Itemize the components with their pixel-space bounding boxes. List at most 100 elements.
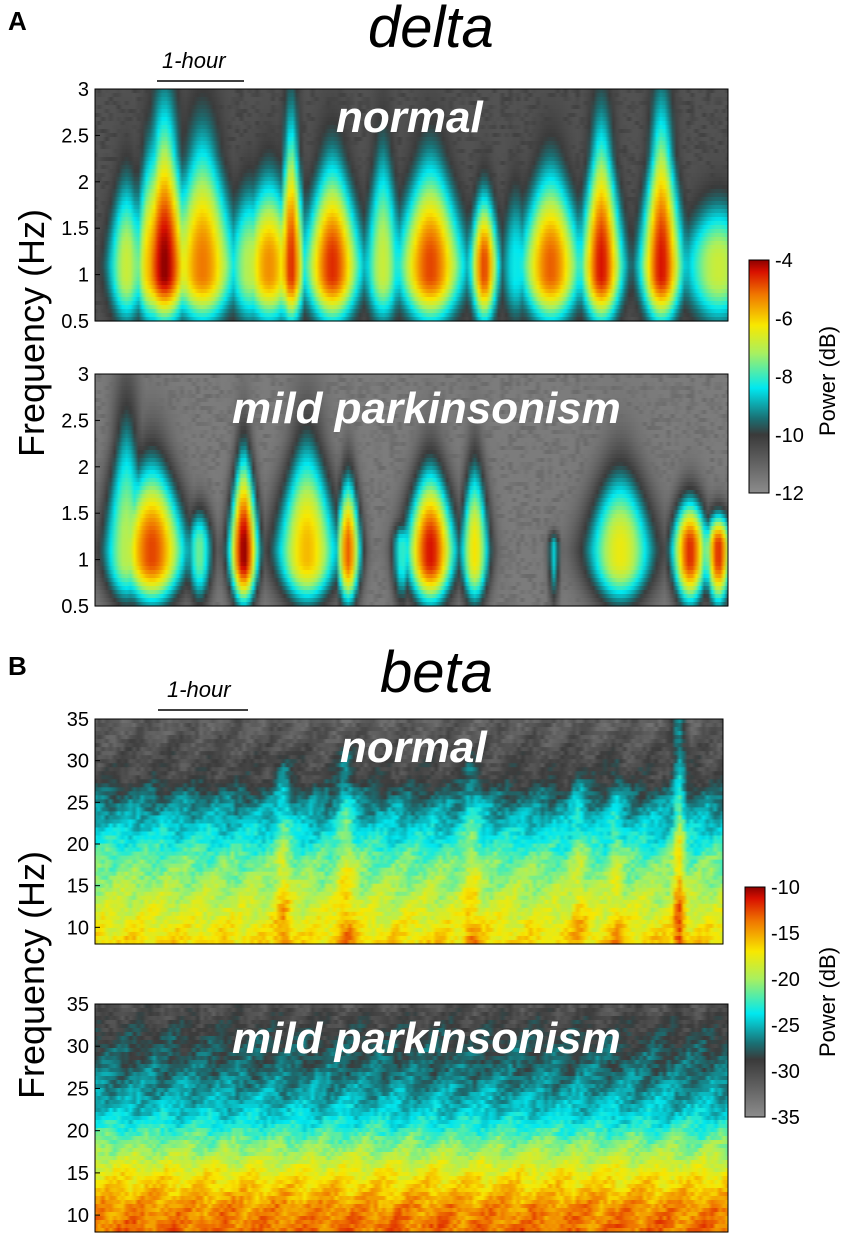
delta-normal-row (95, 285, 728, 290)
panel-b-colorbar-tick-label: -35 (771, 1107, 800, 1129)
beta-normal-row (95, 915, 723, 921)
beta-normal-row (95, 827, 723, 833)
delta-parkinsonism-row (95, 566, 728, 571)
beta-normal-row (95, 903, 723, 909)
panel-b-normal-yaxis: 10 15 20 25 30 35 (67, 709, 100, 939)
panel-b-parkinsonism-y-tick-label: 10 (67, 1205, 89, 1227)
beta-normal-row (95, 871, 723, 877)
delta-normal-row (95, 125, 728, 130)
delta-normal-row (95, 253, 728, 258)
beta-normal-row (95, 731, 723, 736)
delta-normal-row (95, 153, 728, 158)
beta-parkinsonism-row (95, 1032, 728, 1037)
beta-normal-row (95, 831, 723, 837)
panel-a-parkinsonism-y-tick-label: 0.5 (61, 596, 89, 618)
delta-parkinsonism-row (95, 462, 728, 467)
delta-parkinsonism-row (95, 442, 728, 447)
beta-normal-row (95, 931, 723, 937)
panel-a-parkinsonism-y-tick-label: 2.5 (61, 410, 89, 432)
delta-normal-row (95, 177, 728, 182)
beta-parkinsonism-row (95, 1040, 728, 1045)
beta-parkinsonism-row (95, 1080, 728, 1085)
panel-b-colorbar-label: Power (dB) (815, 947, 840, 1057)
beta-normal-row (95, 927, 723, 933)
beta-normal-row (95, 735, 723, 740)
beta-normal-row (95, 747, 723, 752)
beta-normal-row (95, 795, 723, 800)
delta-parkinsonism-row (95, 518, 728, 523)
delta-parkinsonism-row (95, 382, 728, 387)
beta-parkinsonism-row (95, 1076, 728, 1081)
beta-normal-row (95, 767, 723, 772)
panel-a-ylabel: Frequency (Hz) (11, 209, 52, 457)
delta-parkinsonism-row (95, 522, 728, 527)
panel-b-colorbar (744, 886, 766, 1118)
panel-b-title: beta (380, 640, 493, 705)
panel-b-normal-y-tick-label: 30 (67, 751, 89, 773)
delta-normal-row (95, 281, 728, 286)
beta-parkinsonism-row (95, 1092, 728, 1097)
panel-b-parkinsonism-y-tick-label: 35 (67, 994, 89, 1016)
delta-parkinsonism-row (95, 398, 728, 403)
delta-normal-row (95, 97, 728, 102)
beta-parkinsonism-row (95, 1108, 728, 1113)
beta-normal-row (95, 855, 723, 861)
delta-normal-row (95, 221, 728, 226)
delta-normal-row (95, 141, 728, 146)
panel-a-colorbar-tick-label: -10 (775, 425, 804, 447)
delta-normal-row (95, 301, 728, 306)
delta-parkinsonism-row (95, 482, 728, 487)
delta-parkinsonism-row (95, 494, 728, 499)
delta-parkinsonism-row (95, 414, 728, 419)
delta-parkinsonism-row (95, 426, 728, 431)
beta-parkinsonism-row (95, 1100, 728, 1105)
beta-parkinsonism-row (95, 1168, 728, 1173)
delta-parkinsonism-row (95, 450, 728, 455)
delta-normal-row (95, 257, 728, 262)
delta-normal-row (95, 213, 728, 218)
beta-normal-row (95, 851, 723, 857)
beta-parkinsonism-row (95, 1084, 728, 1089)
beta-normal-row (95, 935, 723, 941)
beta-parkinsonism-row (95, 1216, 728, 1221)
beta-parkinsonism-row (95, 1096, 728, 1101)
beta-parkinsonism-row (95, 1116, 728, 1121)
delta-parkinsonism-row (95, 558, 728, 563)
delta-parkinsonism-row (95, 538, 728, 543)
delta-parkinsonism-row (95, 430, 728, 435)
panel-a-colorbar-tick-label: -12 (775, 483, 804, 505)
panel-b-colorbar-tick-label: -30 (771, 1061, 800, 1083)
panel-a-colorbar-label: Power (dB) (815, 326, 840, 436)
delta-parkinsonism-row (95, 590, 728, 595)
delta-normal-row (95, 205, 728, 210)
beta-normal-row (95, 859, 723, 865)
delta-parkinsonism-row (95, 386, 728, 391)
delta-parkinsonism-row (95, 510, 728, 515)
delta-normal-row (95, 117, 728, 122)
beta-normal-row (95, 835, 723, 841)
delta-parkinsonism-row (95, 570, 728, 575)
beta-normal-row (95, 839, 723, 845)
panel-a-colorbar-tick-label: -8 (775, 367, 793, 389)
beta-parkinsonism-row (95, 1136, 728, 1141)
delta-parkinsonism-row (95, 574, 728, 579)
delta-normal-row (95, 133, 728, 138)
beta-parkinsonism-row (95, 1128, 728, 1133)
panel-b-colorbar-ticks: -35 -30 -25 -20 -15 -10 (771, 877, 800, 1129)
panel-b-normal-label: normal (340, 723, 487, 772)
beta-parkinsonism-row (95, 1064, 728, 1069)
beta-normal-row (95, 875, 723, 881)
panel-a-title: delta (368, 0, 494, 60)
delta-normal-row (95, 261, 728, 266)
delta-parkinsonism-row (95, 406, 728, 411)
beta-normal-row (95, 775, 723, 780)
delta-parkinsonism-row (95, 374, 728, 379)
delta-parkinsonism-row (95, 474, 728, 479)
panel-a-normal-y-tick-label: 1 (78, 265, 89, 287)
beta-parkinsonism-row (95, 1024, 728, 1029)
beta-normal-row (95, 823, 723, 829)
panel-b-colorbar-tick-label: -25 (771, 1015, 800, 1037)
panel-a-normal-y-tick-label: 2 (78, 172, 89, 194)
delta-parkinsonism-row (95, 478, 728, 483)
